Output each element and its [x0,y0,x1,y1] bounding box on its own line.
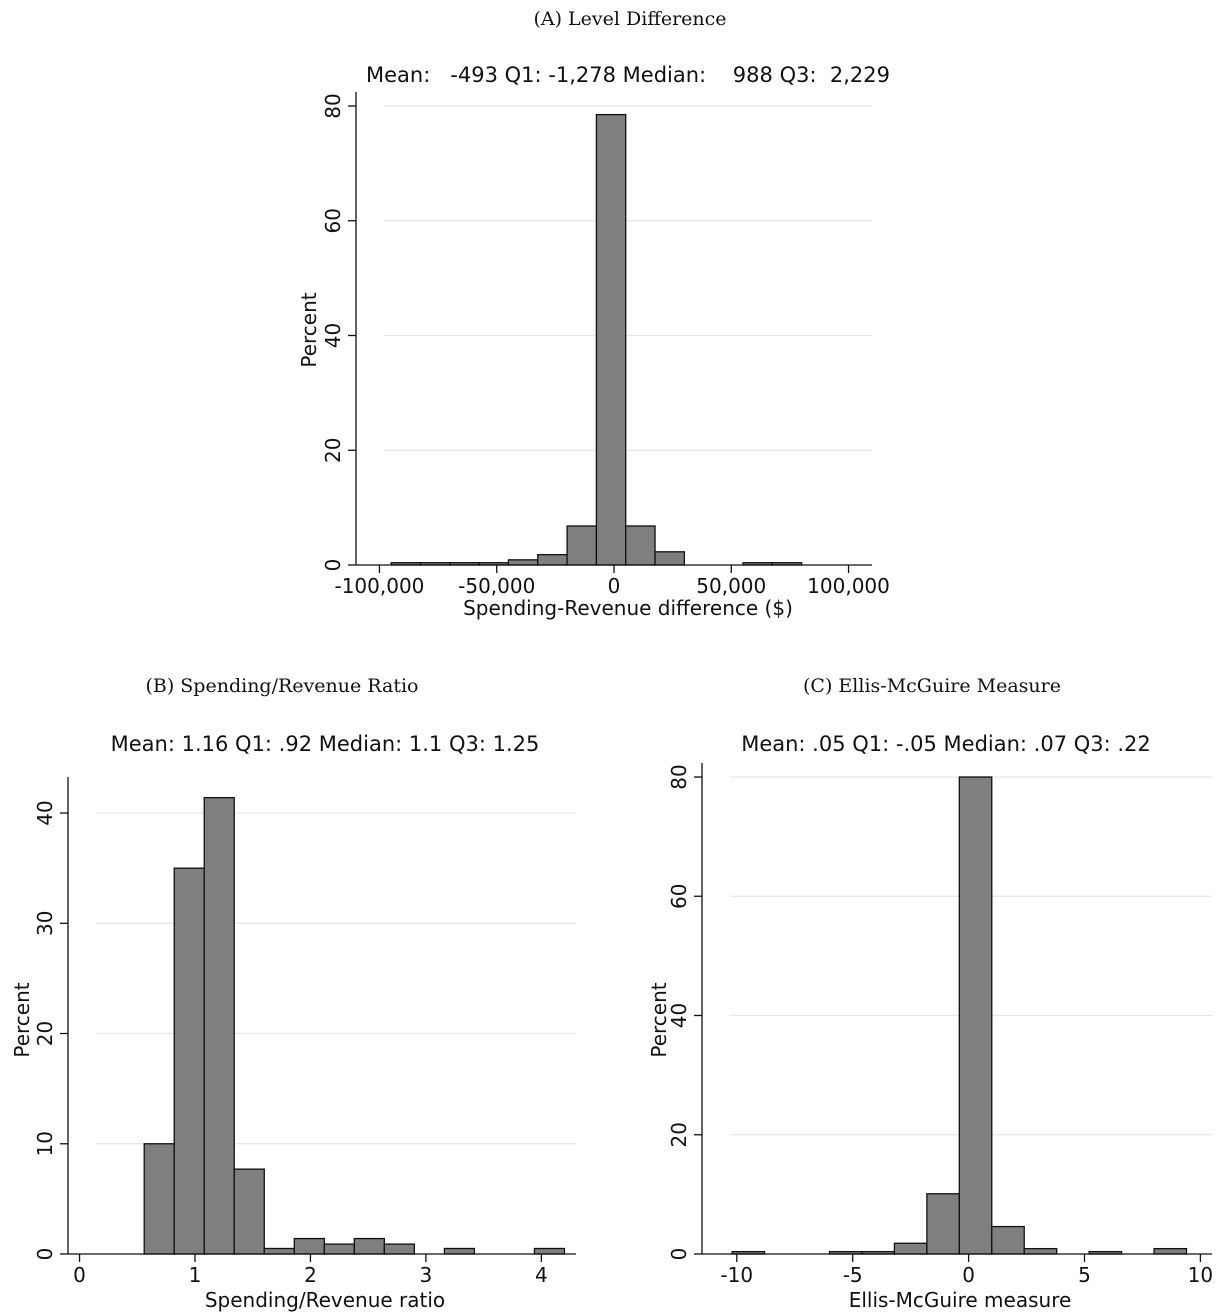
histogram-bar [537,554,568,566]
y-tick-label: 0 [321,559,345,572]
panel-c-bars [731,776,1188,1255]
panel-a-stats-line: Mean: -493 Q1: -1,278 Median: 988 Q3: 2,… [366,63,890,87]
panel-c-x-axis-label: Ellis-McGuire measure [849,1288,1072,1312]
panel-b-stats-line: Mean: 1.16 Q1: .92 Median: 1.1 Q3: 1.25 [111,732,540,756]
panel-spending-revenue-ratio: (B) Spending/Revenue Ratio Mean: 1.16 Q1… [10,675,576,1312]
y-tick-label: 20 [667,1122,691,1147]
panel-b-gridlines [96,812,576,1145]
histogram-bar [203,796,235,1255]
histogram-bar [143,1143,175,1255]
y-tick-label: 40 [667,1003,691,1028]
histogram-bar [263,1247,295,1255]
panel-a-gridlines [384,105,872,451]
histogram-bar [233,1168,265,1255]
panel-b-x-ticks: 0 1 2 3 4 [73,1254,548,1287]
x-tick-label: 3 [420,1263,433,1287]
y-tick-label: 80 [321,93,345,118]
histogram-bar [173,867,205,1255]
y-tick-label: 0 [33,1248,57,1261]
y-tick-label: 60 [667,884,691,909]
histogram-bar [595,113,627,566]
histogram-bar [654,551,686,566]
y-tick-label: 60 [321,208,345,233]
histogram-bar [893,1242,928,1255]
histogram-bar [443,1247,476,1255]
panel-c-y-axis-label: Percent [647,982,671,1057]
panel-ellis-mcguire-measure: (C) Ellis-McGuire Measure Mean: .05 Q1: … [647,675,1213,1312]
histogram-bar [1023,1247,1058,1255]
x-tick-label: 50,000 [696,574,766,598]
histogram-bar [507,559,539,566]
x-tick-label: 0 [608,574,621,598]
y-tick-label: 40 [321,323,345,348]
x-tick-label: 4 [535,1263,548,1287]
x-tick-label: -100,000 [334,574,424,598]
panel-c-x-ticks: -10 -5 0 5 10 [720,1254,1213,1287]
x-tick-label: 0 [962,1263,975,1287]
histogram-bar [926,1193,960,1255]
y-tick-label: 80 [667,764,691,789]
panel-a-x-axis-label: Spending-Revenue difference ($) [463,596,793,620]
histogram-bar [533,1247,566,1255]
panel-c-stats-line: Mean: .05 Q1: -.05 Median: .07 Q3: .22 [741,732,1151,756]
y-tick-label: 0 [667,1248,691,1261]
panel-b-bars [143,796,566,1255]
histogram-bar [353,1237,385,1255]
panel-b-caption: (B) Spending/Revenue Ratio [145,675,418,697]
y-tick-label: 20 [33,1021,57,1046]
y-tick-label: 10 [33,1131,57,1156]
histogram-bar [566,525,598,566]
x-tick-label: 10 [1188,1263,1213,1287]
x-tick-label: 2 [304,1263,317,1287]
x-tick-label: -10 [720,1263,753,1287]
panel-a-x-ticks: -100,000 -50,000 0 50,000 100,000 [334,565,890,598]
panel-b-y-axis-label: Percent [10,982,34,1057]
y-tick-label: 20 [321,438,345,463]
x-tick-label: -50,000 [458,574,535,598]
x-tick-label: -5 [843,1263,863,1287]
histogram-bar [293,1237,325,1255]
panel-a-y-axis-label: Percent [297,292,321,367]
panel-a-caption: (A) Level Difference [533,8,726,30]
panel-b-y-ticks: 0 10 20 30 40 [33,800,68,1260]
x-tick-label: 0 [73,1263,86,1287]
panel-level-difference: (A) Level Difference Mean: -493 Q1: -1,2… [297,8,890,620]
panel-c-axes [701,763,1212,1255]
panel-a-y-ticks: 0 20 40 60 80 [321,93,356,571]
histogram-bar [958,776,993,1255]
x-tick-label: 1 [189,1263,202,1287]
y-tick-label: 30 [33,911,57,936]
histogram-bar [991,1225,1025,1255]
y-tick-label: 40 [33,800,57,825]
panel-b-x-axis-label: Spending/Revenue ratio [205,1288,445,1312]
histogram-bar [323,1243,355,1255]
panel-c-caption: (C) Ellis-McGuire Measure [803,675,1061,697]
x-tick-label: 100,000 [807,574,890,598]
x-tick-label: 5 [1078,1263,1091,1287]
panel-b-axes [67,777,576,1255]
histogram-bar [1153,1247,1188,1255]
panel-c-y-ticks: 0 20 40 60 80 [667,764,702,1260]
histogram-bar [625,525,656,566]
panel-a-bars [390,113,803,566]
histogram-bar [383,1243,416,1255]
